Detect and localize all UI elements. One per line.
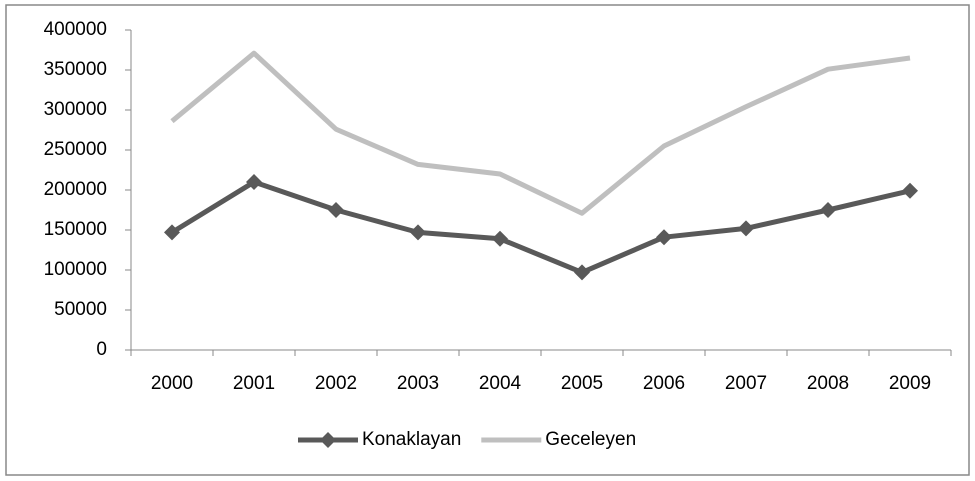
series-line bbox=[170, 50, 911, 216]
y-tick-label: 50000 bbox=[54, 299, 107, 320]
y-tick-label: 300000 bbox=[44, 99, 107, 120]
x-tick-label: 2003 bbox=[397, 373, 439, 394]
marker bbox=[246, 174, 262, 190]
marker bbox=[902, 182, 918, 199]
x-tick-label: 2002 bbox=[315, 373, 357, 394]
y-tick-label: 250000 bbox=[44, 139, 107, 160]
legend-marker bbox=[320, 432, 336, 448]
x-tick-label: 2004 bbox=[479, 373, 522, 394]
marker bbox=[410, 224, 426, 241]
marker bbox=[656, 229, 672, 246]
marker bbox=[164, 224, 180, 241]
y-tick-label: 350000 bbox=[44, 59, 107, 80]
y-tick-label: 100000 bbox=[44, 259, 107, 280]
y-tick-label: 200000 bbox=[44, 179, 107, 200]
marker bbox=[328, 202, 344, 218]
x-tick-label: 2005 bbox=[561, 373, 603, 394]
marker bbox=[820, 202, 836, 218]
series-line bbox=[170, 179, 911, 275]
y-tick-label: 150000 bbox=[44, 219, 107, 240]
x-tick-label: 2000 bbox=[151, 373, 193, 394]
legend-label: Geceleyen bbox=[545, 429, 636, 450]
y-tick-label: 0 bbox=[96, 339, 107, 360]
marker bbox=[738, 220, 754, 237]
marker bbox=[574, 264, 590, 281]
x-tick-label: 2006 bbox=[643, 373, 685, 394]
x-tick-label: 2008 bbox=[807, 373, 849, 394]
x-tick-label: 2009 bbox=[889, 373, 931, 394]
marker bbox=[492, 230, 508, 247]
y-tick-label: 400000 bbox=[44, 19, 107, 40]
x-tick-label: 2007 bbox=[725, 373, 767, 394]
x-tick-label: 2001 bbox=[233, 373, 275, 394]
legend-label: Konaklayan bbox=[362, 429, 461, 450]
